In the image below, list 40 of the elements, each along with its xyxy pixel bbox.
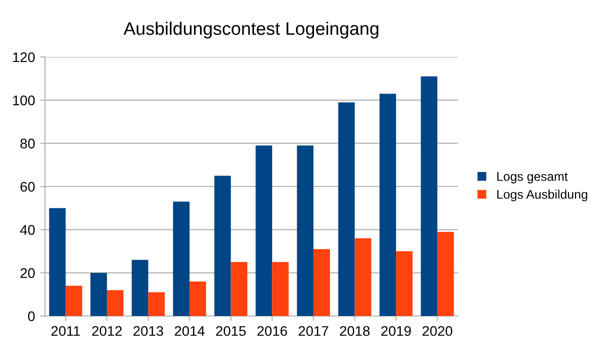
x-tick-label: 2020: [422, 326, 452, 336]
bar: [132, 260, 148, 316]
bar: [173, 202, 190, 316]
bar: [106, 290, 124, 316]
x-tick-label: 2016: [257, 326, 287, 336]
bar: [214, 176, 231, 316]
bar: [354, 238, 372, 316]
y-tick-label: 100: [13, 96, 35, 106]
x-tick-label: 2017: [298, 326, 328, 336]
bar: [190, 281, 206, 316]
bar: [338, 102, 355, 316]
x-tick-label: 2011: [51, 326, 80, 336]
bar: [230, 262, 248, 316]
bar: [90, 272, 107, 316]
y-tick-label: 60: [20, 182, 35, 192]
x-tick-label: 2018: [340, 326, 370, 336]
x-tick-label: 2014: [174, 326, 205, 336]
x-tick-label: 2015: [216, 326, 246, 336]
bar: [49, 208, 66, 316]
bar: [437, 232, 454, 316]
x-tick-label: 2013: [134, 326, 164, 336]
legend-label: Logs gesamt: [497, 172, 568, 184]
y-tick-label: 0: [28, 311, 35, 322]
y-tick-label: 80: [20, 138, 35, 149]
bar: [296, 145, 314, 316]
bar: [380, 94, 396, 316]
bar: [256, 145, 272, 316]
bar: [420, 76, 438, 316]
legend-label: Logs Ausbildung: [497, 190, 588, 202]
bar: [396, 251, 413, 316]
bar: [148, 292, 165, 316]
bar: [66, 286, 82, 316]
y-tick-label: 20: [20, 268, 35, 278]
x-tick-label: 2019: [381, 326, 411, 336]
bar: [272, 262, 289, 316]
chart-title: Ausbildungscontest Logeingang: [124, 22, 378, 39]
bar: [313, 249, 330, 316]
x-tick-label: 2012: [92, 326, 122, 336]
y-tick-label: 40: [20, 225, 35, 235]
y-tick-label: 120: [13, 52, 35, 62]
